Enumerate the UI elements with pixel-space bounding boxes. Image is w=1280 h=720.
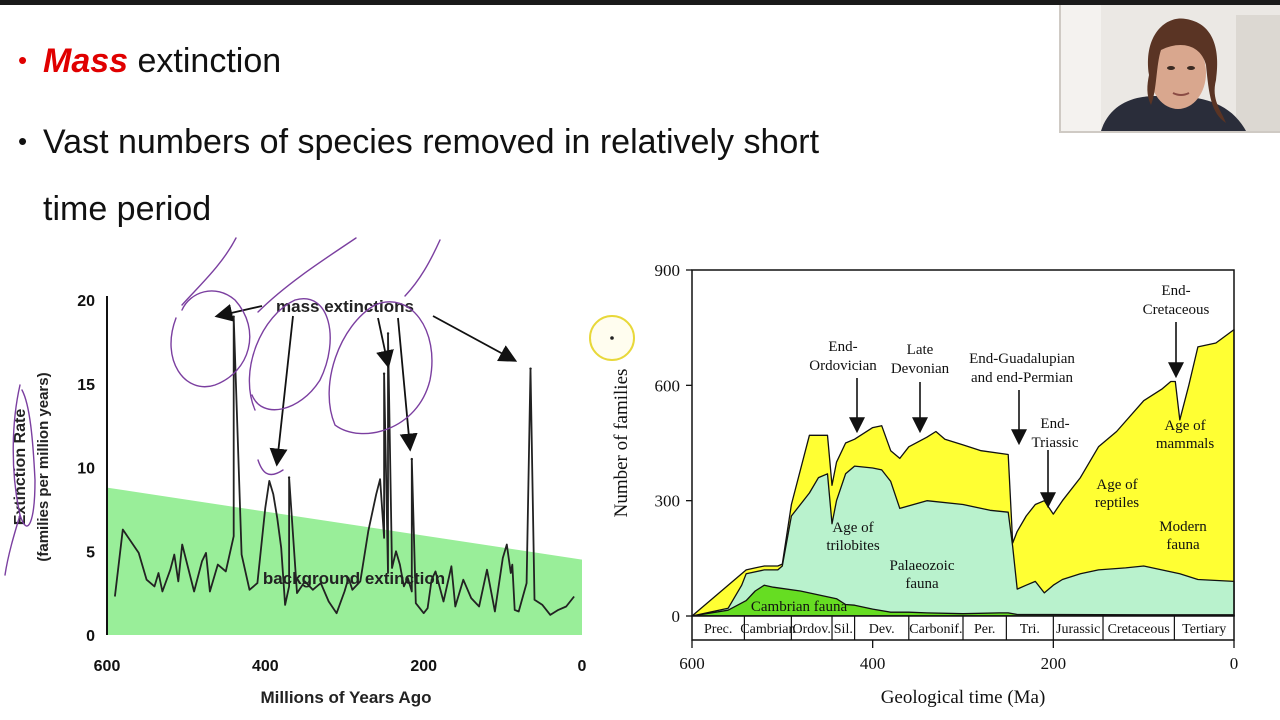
pen-annotation (4, 514, 21, 576)
bullet-2-line2: time period (43, 190, 212, 228)
bullet-dot-2: • (18, 126, 28, 156)
extinction-event-label: Devonian (891, 361, 950, 377)
x-tick-label: 600 (94, 658, 121, 675)
period-label: Jurassic (1056, 622, 1100, 637)
extinction-event-label: End- (828, 339, 857, 355)
pointer-arrow (214, 304, 263, 322)
overlay (4, 237, 635, 576)
modern-fauna-label: fauna (1166, 537, 1200, 553)
x-tick-label: 0 (578, 658, 587, 675)
pen-annotation (248, 298, 331, 411)
y-tick-label: 20 (77, 293, 95, 310)
pointer-arrow (432, 315, 518, 362)
period-label: Per. (974, 622, 995, 637)
peak-point (382, 372, 386, 375)
y-tick-label: 5 (86, 544, 95, 561)
y-tick-label: 15 (77, 377, 95, 394)
pointer-arrow (376, 317, 394, 369)
y-tick-label: 10 (77, 461, 95, 478)
peak-point (287, 476, 291, 479)
pointer-arrow (269, 315, 294, 467)
period-label: Tri. (1020, 622, 1040, 637)
mass-word: Mass (43, 42, 129, 80)
x-tick-label: 200 (410, 658, 437, 675)
extinction-event-label: Cretaceous (1143, 302, 1210, 318)
y-axis-subtitle: (families per million years) (35, 372, 52, 561)
period-label: Ordov. (793, 622, 831, 637)
x-tick-label: 200 (1041, 654, 1067, 673)
pointer-dot (610, 336, 614, 340)
age-of-reptiles-label: reptiles (1095, 495, 1139, 511)
modern-fauna-label: Modern (1159, 519, 1207, 535)
x-tick-label: 600 (679, 654, 705, 673)
cambrian-fauna-label: Cambrian fauna (751, 599, 848, 615)
period-label: Cambrian (740, 622, 795, 637)
peak-point (529, 367, 532, 370)
background-extinction-band (107, 487, 582, 635)
y-tick-label: 0 (672, 607, 681, 626)
peak-point (232, 315, 235, 318)
extinction-event-label: Triassic (1032, 435, 1079, 451)
y-tick-label: 600 (655, 376, 681, 395)
x-tick-label: 0 (1230, 654, 1239, 673)
palaeozoic-fauna-area (691, 465, 1235, 617)
age-of-trilobites-label: Age of (832, 520, 873, 536)
presenter-webcam (1059, 5, 1280, 133)
extinction-event-label: and end-Permian (971, 370, 1074, 386)
pen-annotation (257, 237, 357, 313)
extinction-event-label: Ordovician (809, 358, 877, 374)
x-axis-title: Geological time (Ma) (881, 687, 1046, 708)
age-of-mammals-label: mammals (1156, 436, 1214, 452)
period-label: Sil. (834, 622, 853, 637)
pen-annotation (257, 459, 284, 476)
y-axis-title: Number of families (611, 369, 632, 518)
y-tick-label: 900 (655, 261, 681, 280)
palaeozoic-fauna-label: fauna (905, 576, 939, 592)
pen-annotation (12, 384, 36, 527)
extinction-event-label: Late (907, 342, 934, 358)
presenter-icon (1061, 5, 1280, 131)
pen-annotation (170, 290, 251, 388)
age-of-reptiles-label: Age of (1096, 477, 1137, 493)
pointer-arrow (397, 317, 418, 452)
period-label: Carbonif. (909, 622, 962, 637)
extinction-event-label: End- (1040, 416, 1069, 432)
y-tick-label: 300 (655, 492, 681, 511)
bullet-2-line1: Vast numbers of species removed in relat… (43, 123, 820, 161)
mass-extinctions-label: mass extinctions (276, 297, 414, 316)
extinction-rate-line (114, 315, 575, 616)
peak-point (410, 457, 413, 461)
period-label: Tertiary (1182, 622, 1226, 637)
pen-annotation (181, 237, 237, 306)
pen-annotation (404, 239, 441, 297)
extinction-event-label: End- (1161, 283, 1190, 299)
age-of-mammals-label: Age of (1164, 418, 1205, 434)
top-bar (0, 0, 1280, 5)
period-label: Cretaceous (1108, 622, 1170, 637)
peak-point (386, 332, 390, 335)
extinction-event-label: End-Guadalupian (969, 351, 1075, 367)
cambrian-fauna-area (691, 584, 1235, 617)
palaeozoic-fauna-label: Palaeozoic (890, 558, 955, 574)
extinction-word: extinction (128, 42, 282, 80)
pen-annotation (328, 301, 433, 435)
period-label: Prec. (704, 622, 732, 637)
background-extinction-label: background extinction (263, 569, 445, 588)
x-tick-label: 400 (860, 654, 886, 673)
period-label: Dev. (869, 622, 895, 637)
y-tick-label: 0 (86, 628, 95, 645)
x-axis-title: Millions of Years Ago (261, 688, 432, 707)
bullet-dot-1: • (18, 45, 28, 75)
age-of-trilobites-label: trilobites (826, 538, 879, 554)
bullet-1: Mass extinction (43, 42, 281, 81)
x-tick-label: 400 (252, 658, 279, 675)
